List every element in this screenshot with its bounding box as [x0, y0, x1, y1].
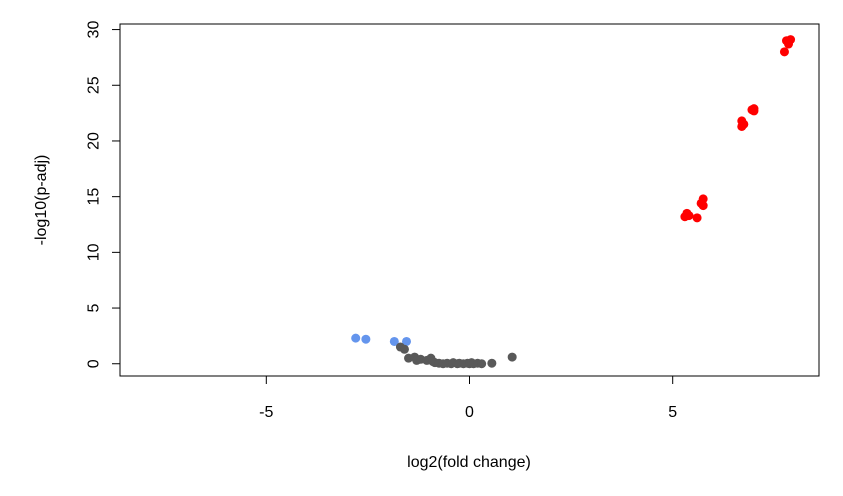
y-tick-label: 5 — [86, 304, 103, 313]
data-point — [402, 336, 412, 346]
data-point — [399, 344, 409, 354]
y-axis-title: -log10(p-adj) — [33, 155, 50, 246]
plot-frame — [119, 23, 820, 377]
data-point — [698, 201, 708, 211]
data-point — [737, 121, 747, 131]
data-point — [684, 211, 694, 221]
y-tick-label: 30 — [86, 21, 103, 39]
y-tick-label: 25 — [86, 76, 103, 94]
x-tick-label: 5 — [668, 404, 677, 421]
data-point — [786, 35, 796, 45]
y-tick-label: 10 — [86, 243, 103, 261]
data-point — [507, 352, 517, 362]
data-point — [361, 334, 371, 344]
x-tick-label: 0 — [465, 404, 474, 421]
x-axis-title: log2(fold change) — [407, 454, 531, 471]
data-point — [389, 336, 399, 346]
data-point — [477, 359, 487, 369]
data-point — [487, 358, 497, 368]
x-axis: -5 0 5 — [259, 375, 677, 421]
x-tick-label: -5 — [259, 404, 273, 421]
y-tick-label: 20 — [86, 132, 103, 150]
y-tick-label: 15 — [86, 188, 103, 206]
data-points — [351, 35, 796, 369]
y-tick-label: 0 — [86, 359, 103, 368]
data-point — [749, 106, 759, 116]
data-point — [351, 333, 361, 343]
data-point — [779, 47, 789, 57]
data-point — [692, 213, 702, 223]
y-axis: 0 5 10 15 20 25 30 — [86, 21, 121, 368]
